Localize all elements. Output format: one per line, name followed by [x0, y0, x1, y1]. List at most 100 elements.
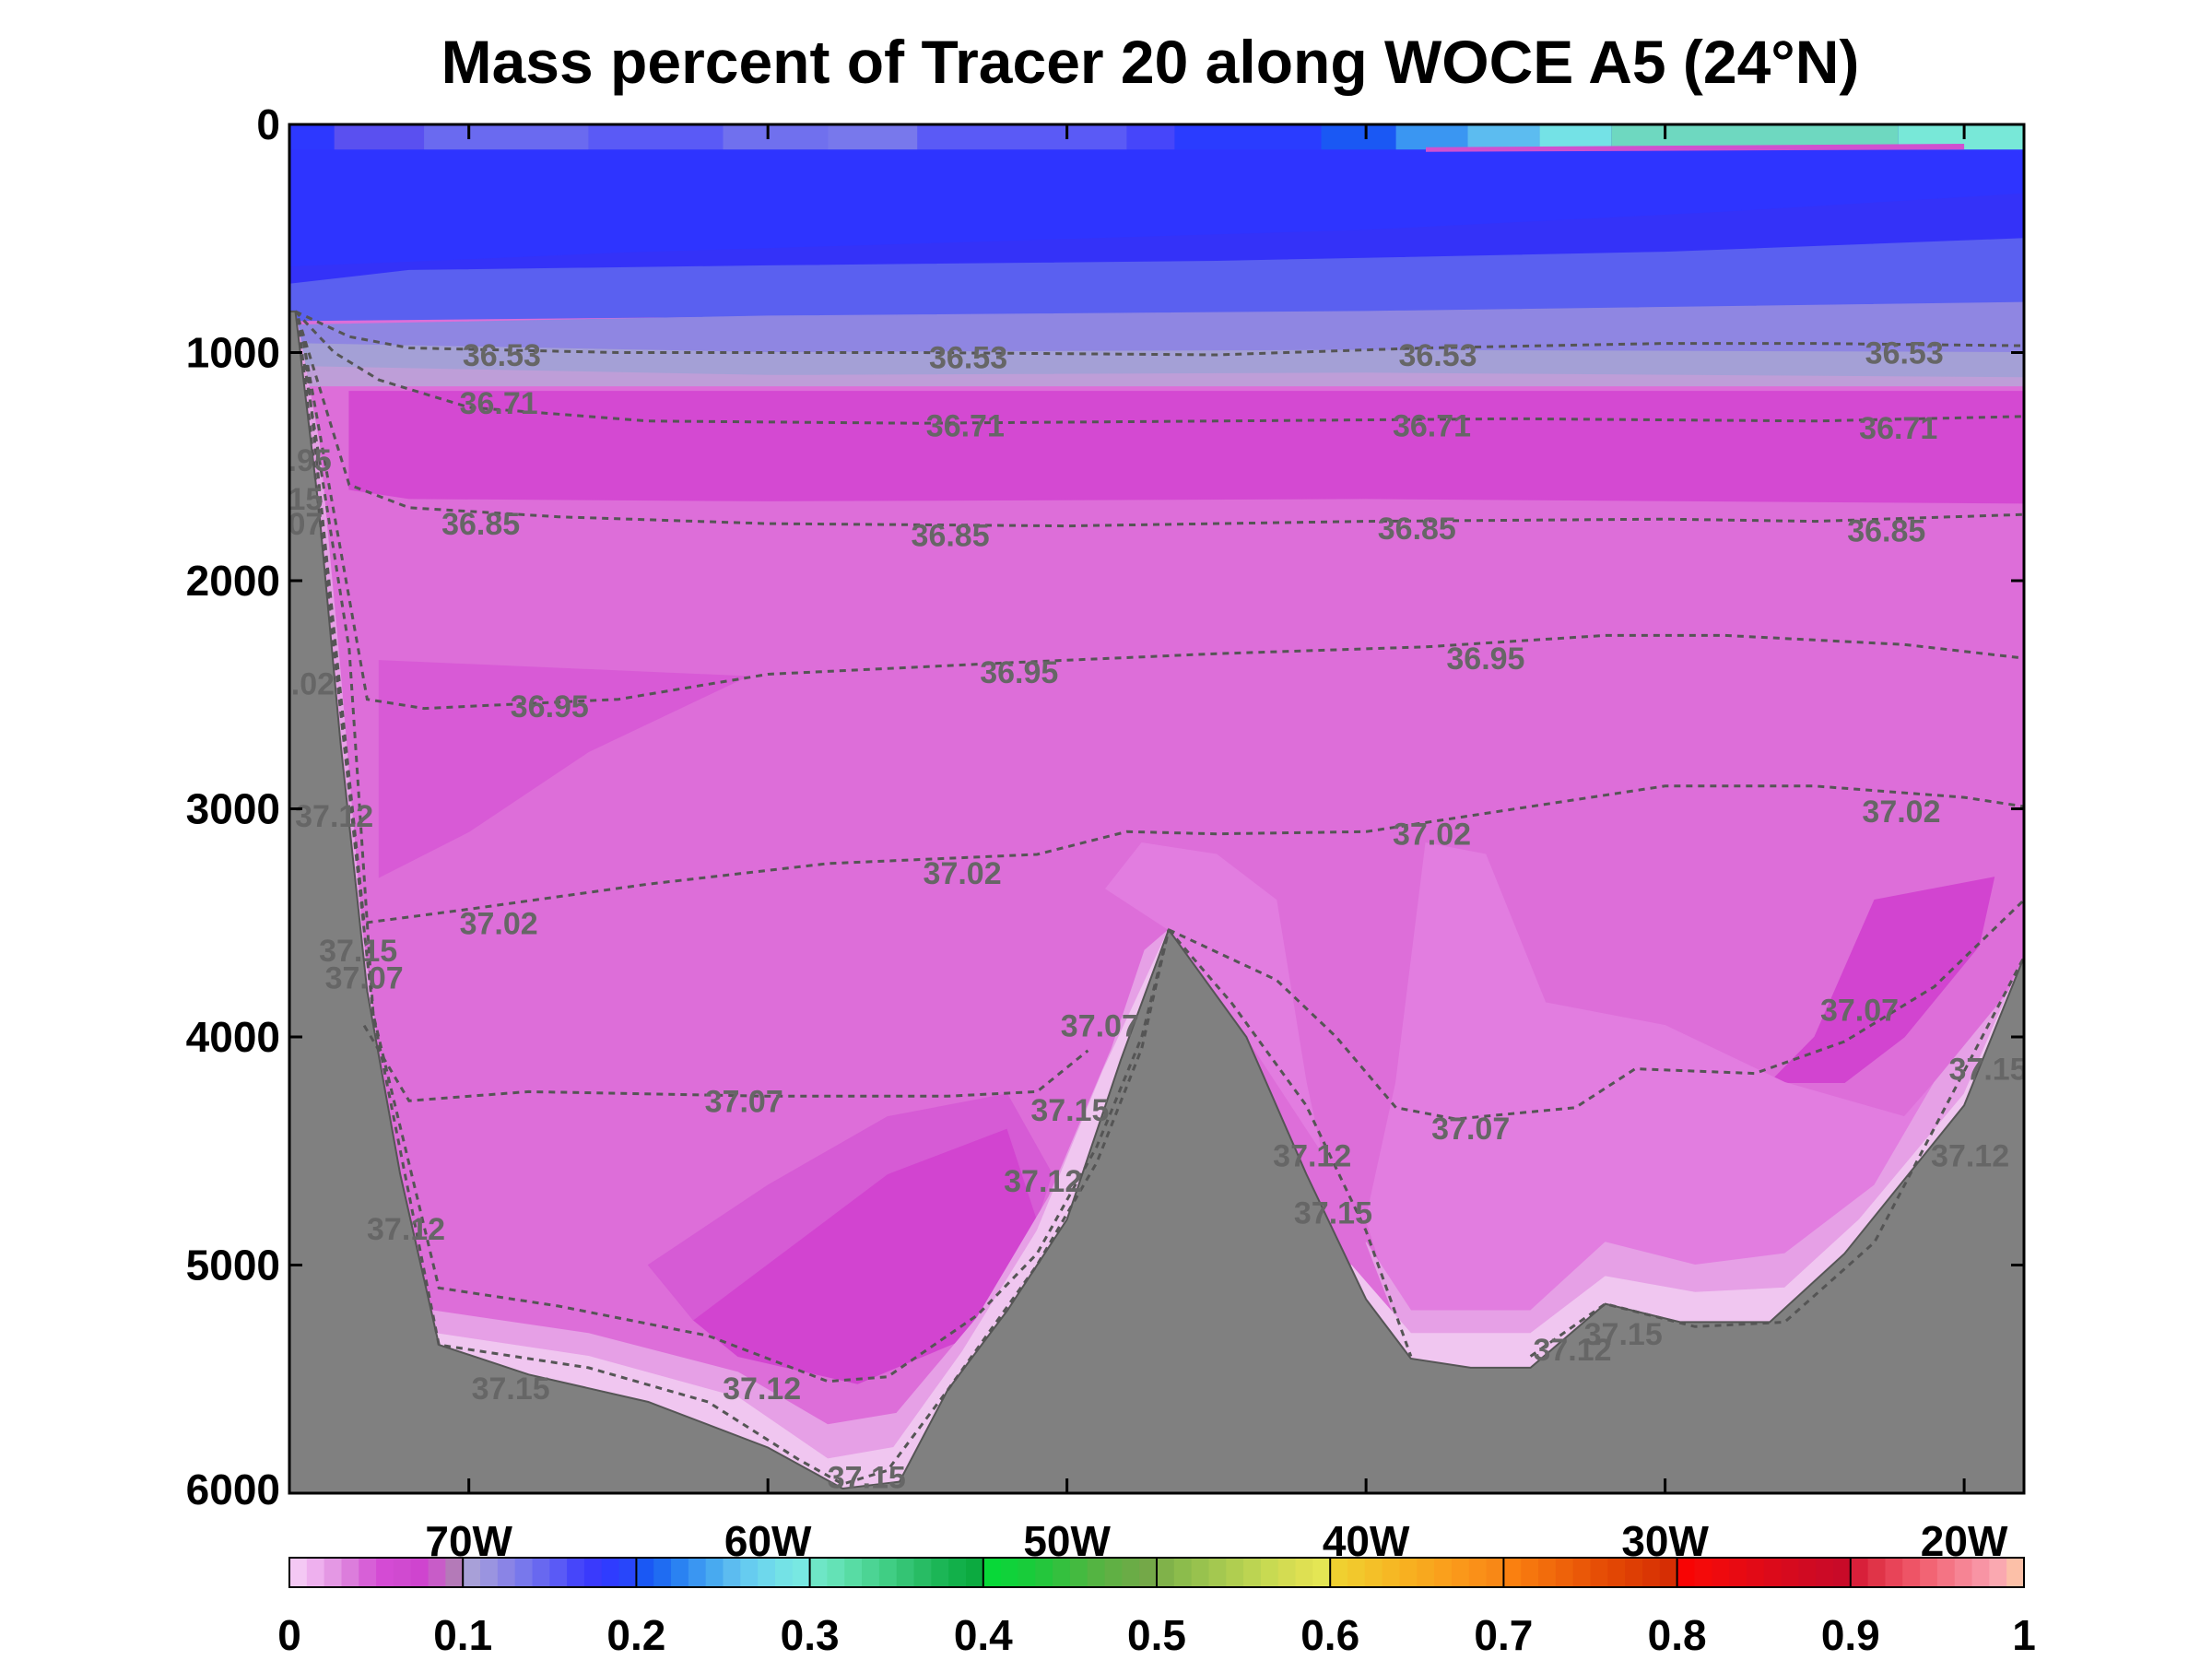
colorbar-cell [1157, 1558, 1175, 1587]
colorbar-cell [1954, 1558, 1973, 1587]
contour-label: 37.07 [1431, 1112, 1510, 1147]
colorbar-cell [1746, 1558, 1765, 1587]
contour-label: 37.15 [319, 934, 397, 969]
colorbar-tick-label: 0.5 [1127, 1611, 1186, 1659]
colorbar-cell [1243, 1558, 1262, 1587]
colorbar-cell [1417, 1558, 1435, 1587]
colorbar-cell [1798, 1558, 1817, 1587]
contour-label: 37.15 [1949, 1053, 2028, 1088]
colorbar-cell [1503, 1558, 1522, 1587]
colorbar-tick-label: 0.8 [1648, 1611, 1707, 1659]
fill-region-1 [289, 124, 2024, 266]
contour-label: 37.07 [1820, 993, 1899, 1028]
surface-cell-9 [1321, 124, 1396, 150]
fill-region-2 [289, 238, 2024, 322]
colorbar-cell [1000, 1558, 1019, 1587]
colorbar-cell [1382, 1558, 1401, 1587]
colorbar-tick-label: 0.1 [433, 1611, 492, 1659]
surface-cell-6 [917, 124, 1127, 150]
surface-streak [1426, 144, 1965, 152]
colorbar-cell [1053, 1558, 1071, 1587]
contour-label: 36.71 [1393, 409, 1471, 444]
colorbar-cell [774, 1558, 794, 1587]
colorbar-tick-label: 0.7 [1474, 1611, 1533, 1659]
y-tick-label: 0 [256, 100, 280, 148]
colorbar-cell [878, 1558, 898, 1587]
y-tick-label: 6000 [186, 1466, 280, 1513]
colorbar-cell [1312, 1558, 1331, 1587]
contour-label: 37.15 [1584, 1317, 1663, 1352]
contour-label: 37.07 [325, 961, 404, 996]
colorbar-cell [1712, 1558, 1730, 1587]
contour-line-36-95-3 [300, 329, 2024, 711]
colorbar-cell [1277, 1558, 1297, 1587]
surface-cell-11 [1467, 124, 1540, 150]
contour-label: 36.85 [912, 519, 990, 554]
colorbar-cell [1260, 1558, 1279, 1587]
y-tick-label: 2000 [186, 557, 280, 605]
colorbar-tick-label: 0.4 [954, 1611, 1013, 1659]
colorbar-cell [1208, 1558, 1227, 1587]
colorbar-cell [1816, 1558, 1834, 1587]
contour-label: 36.53 [463, 338, 541, 373]
colorbar-cell [758, 1558, 776, 1587]
colorbar-cell [289, 1558, 308, 1587]
colorbar-cell [1989, 1558, 2007, 1587]
contour-line-37-07-6 [1168, 899, 2024, 1121]
fill-region-11 [1769, 877, 1995, 1083]
contour-label: 7.15 [262, 482, 323, 517]
colorbar-cell [862, 1558, 880, 1587]
colorbar-cell [376, 1558, 394, 1587]
colorbar-cell [1781, 1558, 1799, 1587]
surface-cell-10 [1395, 124, 1468, 150]
colorbar-cell [341, 1558, 359, 1587]
colorbar-tick-label: 0.2 [606, 1611, 665, 1659]
colorbar-cell [982, 1558, 1002, 1587]
contour-label: 37.15 [472, 1372, 550, 1407]
bathymetry-fill [289, 310, 2024, 1493]
colorbar-cell [1971, 1558, 1990, 1587]
colorbar-cell [1173, 1558, 1193, 1587]
contour-label: 7.07 [262, 507, 323, 542]
contour-label: 37.12 [1533, 1333, 1611, 1368]
colorbar-cell [1018, 1558, 1036, 1587]
colorbar-cell [1486, 1558, 1504, 1587]
colorbar-cell [1850, 1558, 1869, 1587]
contour-labels: 36.53 36.53 36.53 36.53 36.71 36.71 36.71 36.71… [256, 336, 2028, 1496]
colorbar-cell [1434, 1558, 1453, 1587]
colorbar-cell [1659, 1558, 1678, 1587]
colorbar-cell [497, 1558, 516, 1587]
colorbar-cell [601, 1558, 620, 1587]
contour-label: 37.12 [1004, 1164, 1082, 1199]
colorbar-cell [896, 1558, 915, 1587]
contour-label: 37.12 [1931, 1139, 2009, 1174]
colorbar-cell [1729, 1558, 1747, 1587]
fill-region-10 [647, 1093, 1053, 1321]
contour-line-37-07-5 [362, 1024, 1089, 1102]
contour-label: 37.02 [1393, 818, 1471, 853]
colorbar-cell [1936, 1558, 1956, 1587]
colorbar-cell [463, 1558, 481, 1587]
colorbar-cell [1226, 1558, 1244, 1587]
contour-label: 36.53 [1865, 336, 1944, 371]
colorbar-cell [653, 1558, 672, 1587]
surface-cell-3 [588, 124, 724, 150]
colorbar-cell [1347, 1558, 1366, 1587]
colorbar-tick-label: 1 [2012, 1611, 2036, 1659]
colorbar-tick-label: 0.6 [1300, 1611, 1359, 1659]
colorbar-cell [948, 1558, 967, 1587]
colorbar-cell [583, 1558, 603, 1587]
contour-label: 37.02 [256, 666, 335, 701]
colorbar-cell [324, 1558, 343, 1587]
contour-label: 37.02 [1862, 795, 1940, 830]
contour-label: 36.53 [1398, 338, 1477, 373]
surface-cell-1 [334, 124, 425, 150]
colorbar-cell [532, 1558, 550, 1587]
colorbar-cell [1832, 1558, 1852, 1587]
colorbar-cell [1763, 1558, 1783, 1587]
colorbar-cell [636, 1558, 654, 1587]
contour-label: 37.15 [828, 1461, 906, 1496]
surface-cell-4 [723, 124, 829, 150]
colorbar-cell [1885, 1558, 1903, 1587]
